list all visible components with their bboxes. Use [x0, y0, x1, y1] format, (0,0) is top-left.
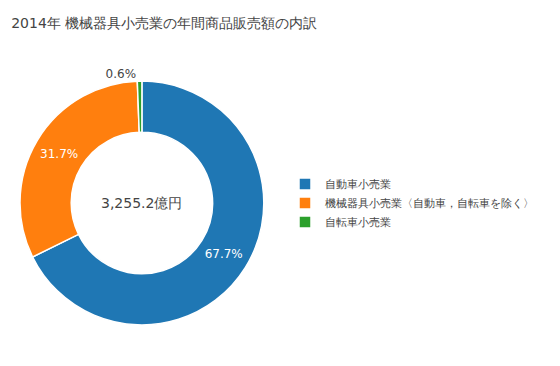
svg-text:67.7%: 67.7% — [205, 247, 243, 261]
svg-text:機械器具小売業〈自動車，自転車を除く〉: 機械器具小売業〈自動車，自転車を除く〉 — [325, 197, 534, 210]
svg-text:31.7%: 31.7% — [40, 147, 78, 161]
svg-text:0.6%: 0.6% — [106, 67, 137, 81]
svg-text:自転車小売業: 自転車小売業 — [325, 216, 391, 229]
svg-text:3,255.2億円: 3,255.2億円 — [101, 195, 182, 211]
svg-text:自動車小売業: 自動車小売業 — [325, 178, 391, 191]
svg-text:2014年 機械器具小売業の年間商品販売額の内訳: 2014年 機械器具小売業の年間商品販売額の内訳 — [11, 15, 317, 31]
